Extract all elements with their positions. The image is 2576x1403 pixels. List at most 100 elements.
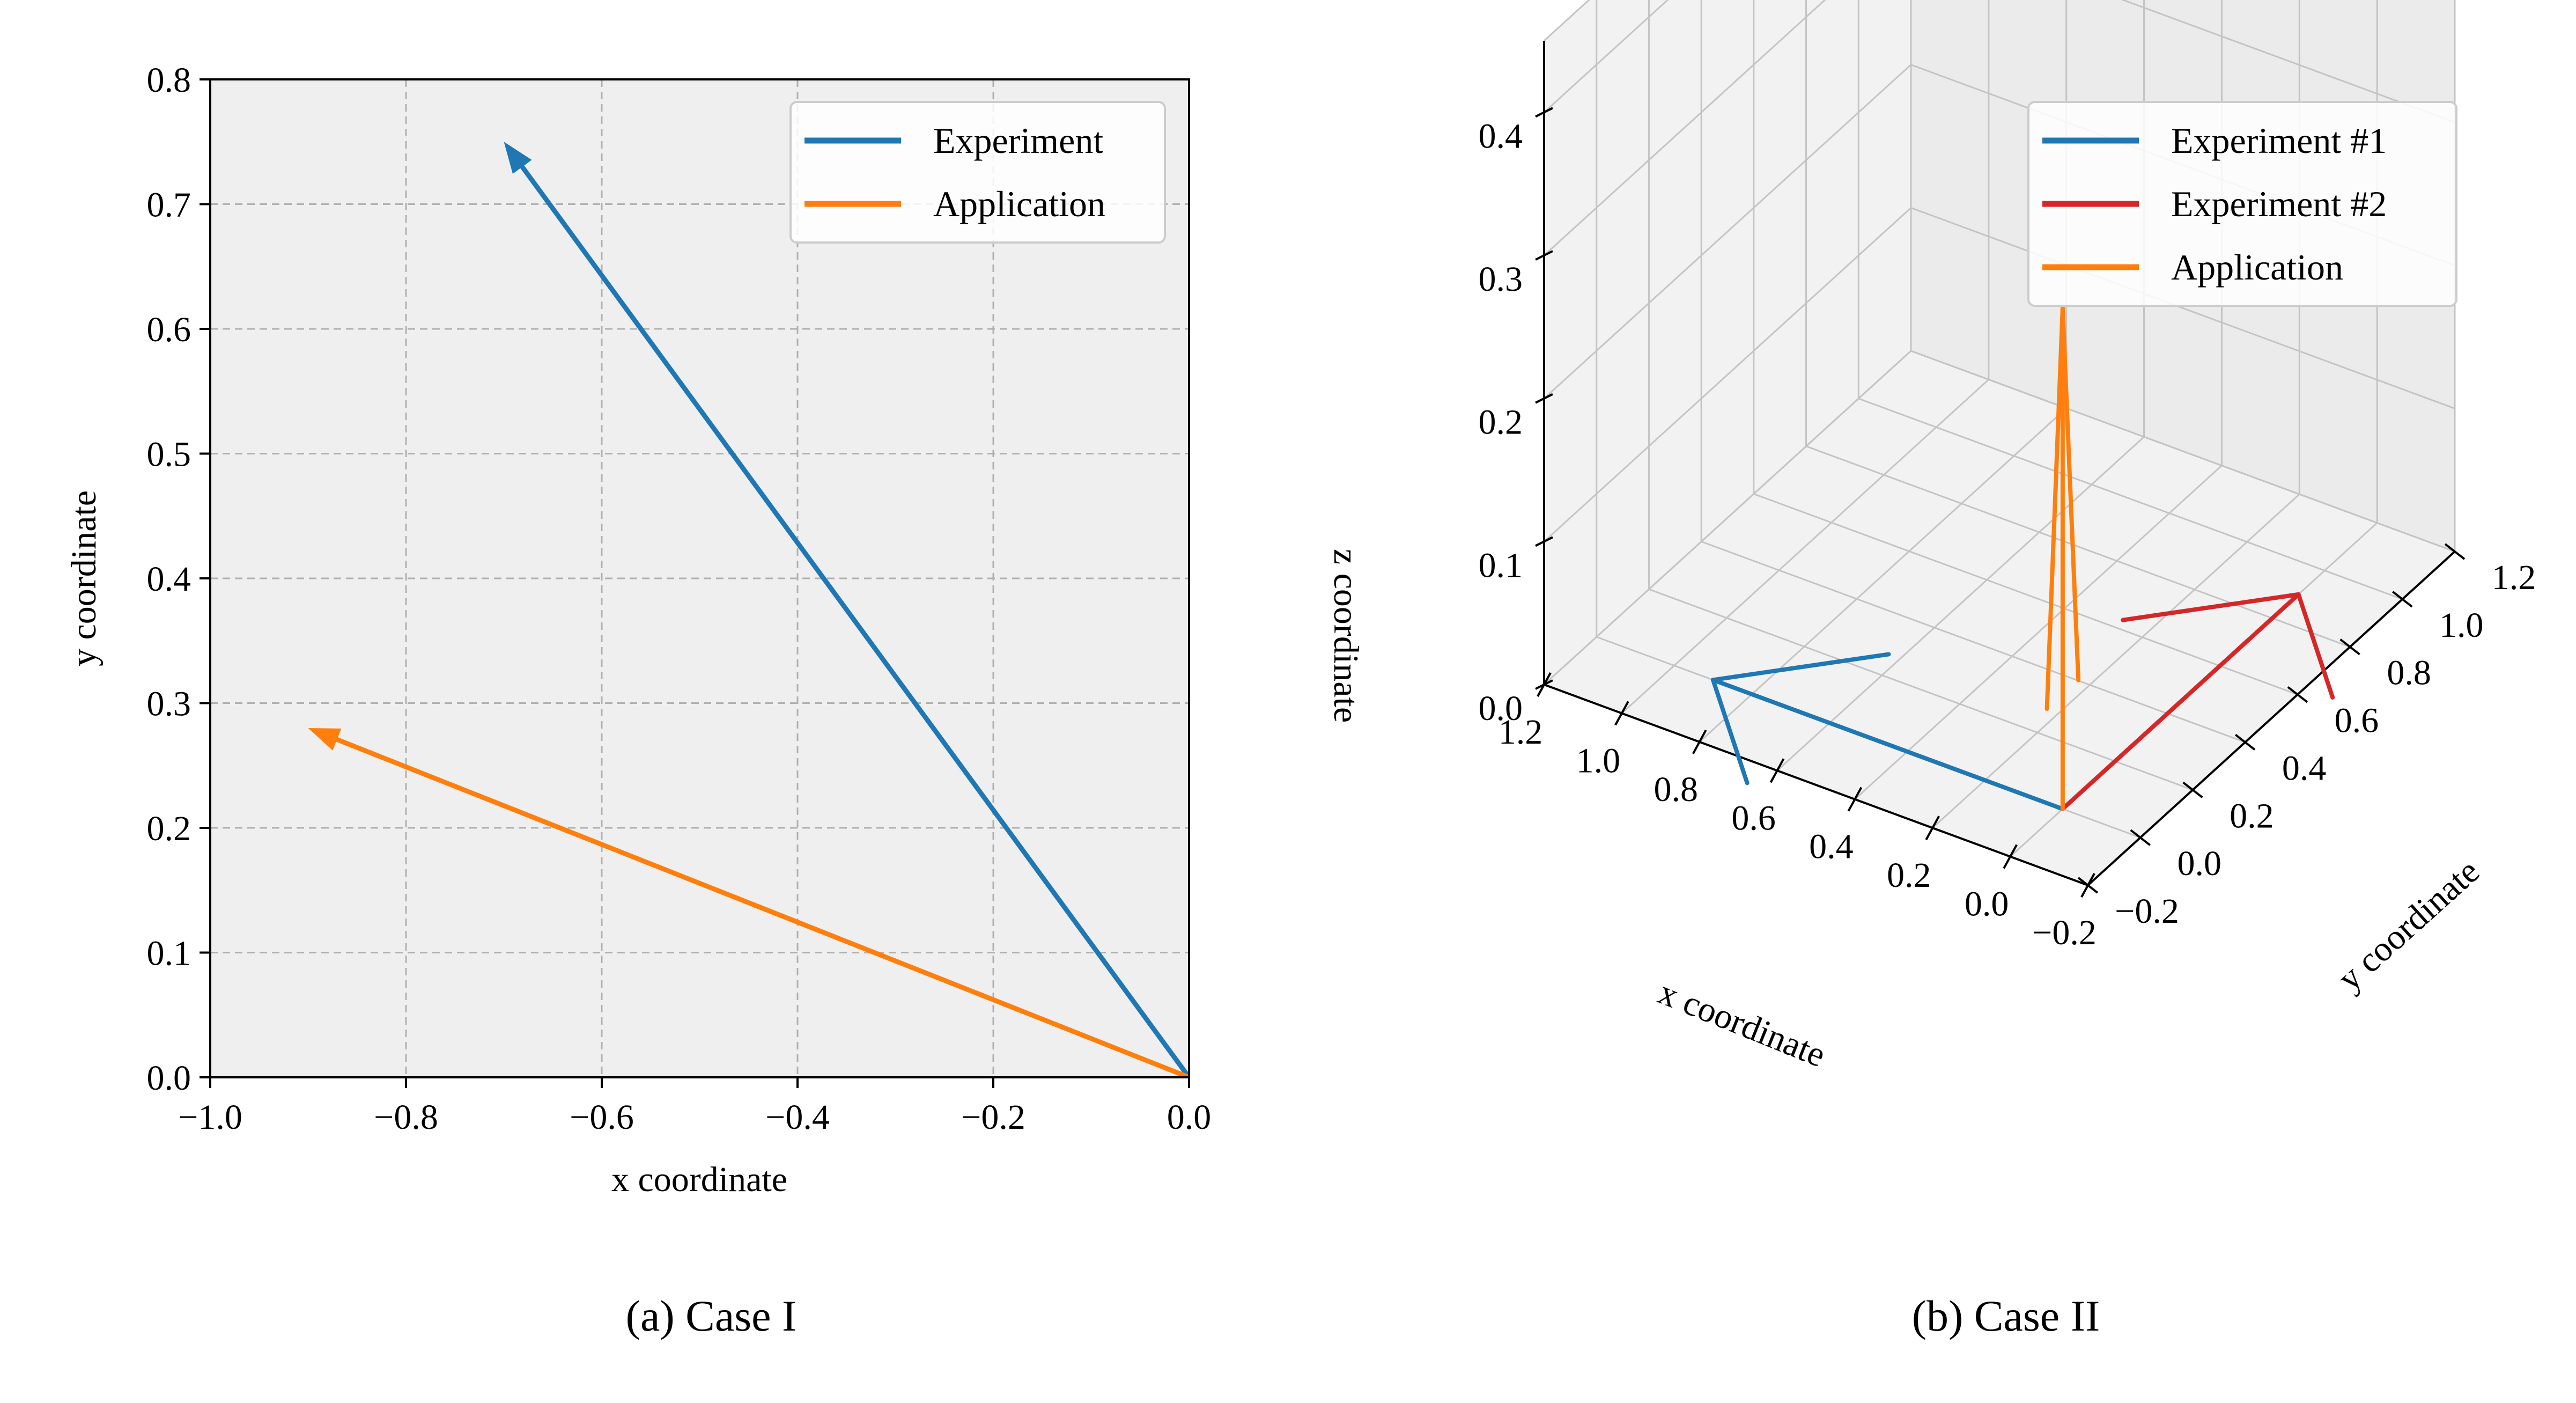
y-tick-label-a: 0.8 [147,61,191,100]
y-tick-b [2077,877,2099,894]
b-legend-label-1: Experiment #1 [2171,120,2387,161]
y-tick-label-b: −0.2 [2115,892,2179,931]
y-tick-label-a: 0.4 [147,560,191,599]
z-tick-b [1535,679,1553,690]
y-tick-label-a: 0.7 [147,186,191,225]
arrowhead-b-1-right [1711,678,1750,785]
ticks-a: −1.0 −0.8 −0.6 −0.4 −0.2 0.0 0.0 0.1 0.2 0.3 0.4 0.… [147,61,1212,1137]
arrowhead-b-3-left [2060,306,2081,682]
y-axis-label-a: y coordinate [64,490,104,666]
x-tick-label-a: −0.6 [570,1098,634,1137]
chart-case-2: −0.20.00.20.40.60.81.01.2−0.20.00.20.40.… [1326,0,2536,1340]
z-tick-label-b: 0.2 [1479,403,1523,442]
y-tick-label-b: 0.8 [2387,653,2431,693]
caption-b: (b) Case II [1912,1291,2100,1340]
axes-b: −0.20.00.20.40.60.81.01.2−0.20.00.20.40.… [1479,41,2536,952]
arrowhead-b-1-left [1711,652,1891,682]
floor-pane [1544,351,2455,885]
y-tick-b [2182,781,2203,798]
x-tick-b [2003,844,2018,869]
vector-a-1 [514,157,1189,1077]
b-legend-label-3: Application [2171,247,2343,288]
x-tick-label-a: −0.4 [765,1098,830,1137]
floor-gridline-y [1753,493,2298,695]
y-tick-label-b: 0.0 [2177,844,2221,883]
vector-b-2 [2060,592,2301,811]
legend-b: Experiment #1 Experiment #2 Application [2027,101,2457,307]
x-tick-label-b: 0.4 [1809,827,1854,866]
z-tick-label-b: 0.1 [1479,546,1523,585]
x-tick-b [1847,787,1863,812]
y-axis-label-b: y coordinate [2330,851,2487,998]
x-tick-b [1769,758,1785,783]
wall-gridline-z [1910,207,2455,409]
arrowhead-a-1 [504,142,532,174]
y-tick-label-b: 0.2 [2230,796,2274,835]
x-tick-label-a: −0.2 [961,1098,1025,1137]
y-tick-b [2130,829,2151,846]
wall-gridline-z [2121,0,2455,123]
y-tick-b [2392,591,2413,608]
y-tick-label-b: 1.2 [2492,558,2536,597]
y-axis-line-b [2087,550,2456,886]
x-axis-line-b [1544,684,2088,886]
wall-gridline-z [1543,0,1669,113]
floor-gridline-x [1932,494,2300,829]
z-axis-label-b: z coordinate [1326,549,1365,723]
x-tick-label-a: 0.0 [1167,1098,1212,1137]
x-tick-label-a: −0.8 [374,1098,438,1137]
y-tick-label-a: 0.1 [147,934,191,973]
grid-a [210,79,1189,1077]
x-tick-b [1925,816,1940,841]
floor-gridline-y [1701,541,2246,743]
chart-case-1: −1.0 −0.8 −0.6 −0.4 −0.2 0.0 0.0 0.1 0.2 0.3 0.4 0.… [64,61,1211,1340]
x-tick-label-b: 0.2 [1887,856,1931,895]
vector-b-1 [1711,678,2065,811]
x-tick-b [1614,701,1629,726]
floor-gridline-y [1806,445,2351,648]
z-tick-b [1535,107,1553,118]
z-tick-label-b: 0.0 [1479,689,1523,728]
caption-a: (a) Case I [626,1291,797,1340]
z-tick-b [1535,250,1553,261]
z-tick-label-b: 0.4 [1479,116,1523,156]
wall-gridline-z [1910,350,2455,553]
y-tick-label-a: 0.3 [147,685,191,724]
y-tick-label-a: 0.6 [147,310,191,349]
x-tick-label-b: 0.6 [1731,798,1776,838]
wall-gridline-z [1543,207,1912,542]
arrowhead-a-2 [308,728,342,751]
z-tick-b [1535,536,1553,547]
vectors-a [308,142,1189,1077]
x-tick-label-b: 0.0 [1965,885,2009,924]
floor-gridline-x [1621,379,1989,714]
z-tick-b [1535,393,1553,404]
a-legend-box [789,101,1166,244]
floor-gridline-y [1858,398,2403,600]
wall-gridline-z [1543,64,1912,399]
arrowhead-b-2-right [2296,592,2335,700]
x-tick-label-a: −1.0 [178,1098,242,1137]
floor-gridline-y [1648,588,2193,791]
y-tick-b [2339,638,2360,656]
vector-a-2 [327,733,1189,1077]
x-tick-label-b: −0.2 [2032,913,2097,952]
x-axis-label-a: x coordinate [611,1160,787,1199]
arrowhead-b-3-right [2044,306,2065,711]
floor-gridline-x [1776,436,2145,772]
floor-gridline-x [1854,465,2223,800]
y-tick-b [2444,543,2466,560]
z-tick-label-b: 0.3 [1479,260,1523,299]
a-legend-label-1: Experiment [933,120,1103,161]
y-tick-label-b: 0.4 [2282,748,2327,788]
legend-a: Experiment Application [789,101,1166,244]
y-tick-label-a: 0.2 [147,809,191,848]
floor-gridline-x [1699,407,2067,743]
wall-gridline-z [1543,0,1826,256]
a-legend-label-2: Application [933,183,1105,224]
y-tick-label-a: 0.5 [147,435,191,474]
y-tick-label-b: 1.0 [2439,606,2484,645]
b-legend-box [2027,101,2457,307]
vectors-b [1711,306,2335,811]
